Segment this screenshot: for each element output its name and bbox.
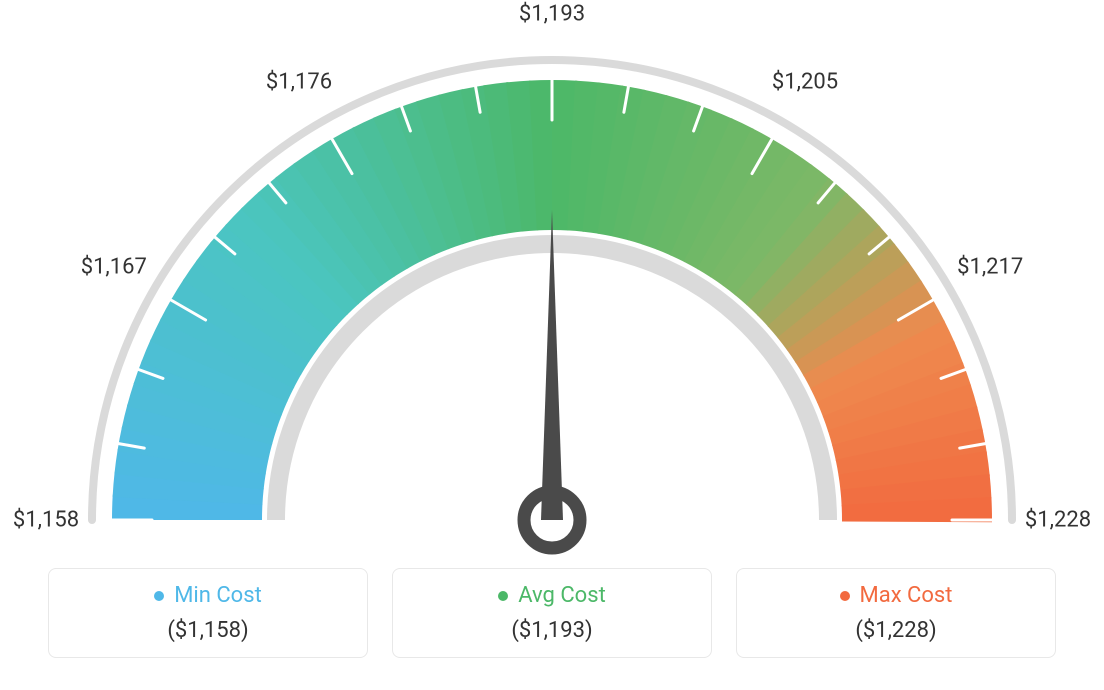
gauge-tick-label: $1,176	[266, 69, 332, 94]
gauge-tick-label: $1,228	[1025, 508, 1091, 533]
cost-gauge-chart: $1,158$1,167$1,176$1,193$1,205$1,217$1,2…	[32, 20, 1072, 560]
legend-value-max: ($1,228)	[755, 618, 1037, 643]
legend-card-max: Max Cost ($1,228)	[736, 568, 1056, 658]
legend-label-avg: Avg Cost	[518, 583, 606, 608]
gauge-tick-label: $1,205	[772, 69, 838, 94]
gauge-tick-label: $1,217	[957, 255, 1023, 280]
legend-value-min: ($1,158)	[67, 618, 349, 643]
legend-title-min: Min Cost	[154, 583, 262, 608]
legend-card-avg: Avg Cost ($1,193)	[392, 568, 712, 658]
legend-label-min: Min Cost	[174, 583, 262, 608]
gauge-tick-label: $1,158	[13, 508, 79, 533]
legend-card-min: Min Cost ($1,158)	[48, 568, 368, 658]
gauge-tick-label: $1,193	[519, 2, 585, 27]
legend-value-avg: ($1,193)	[411, 618, 693, 643]
legend-row: Min Cost ($1,158) Avg Cost ($1,193) Max …	[48, 568, 1056, 658]
legend-label-max: Max Cost	[860, 583, 953, 608]
gauge-svg	[32, 20, 1072, 560]
legend-dot-max	[840, 591, 850, 601]
legend-dot-min	[154, 591, 164, 601]
gauge-tick-label: $1,167	[81, 255, 147, 280]
legend-dot-avg	[498, 591, 508, 601]
legend-title-max: Max Cost	[840, 583, 953, 608]
legend-title-avg: Avg Cost	[498, 583, 606, 608]
